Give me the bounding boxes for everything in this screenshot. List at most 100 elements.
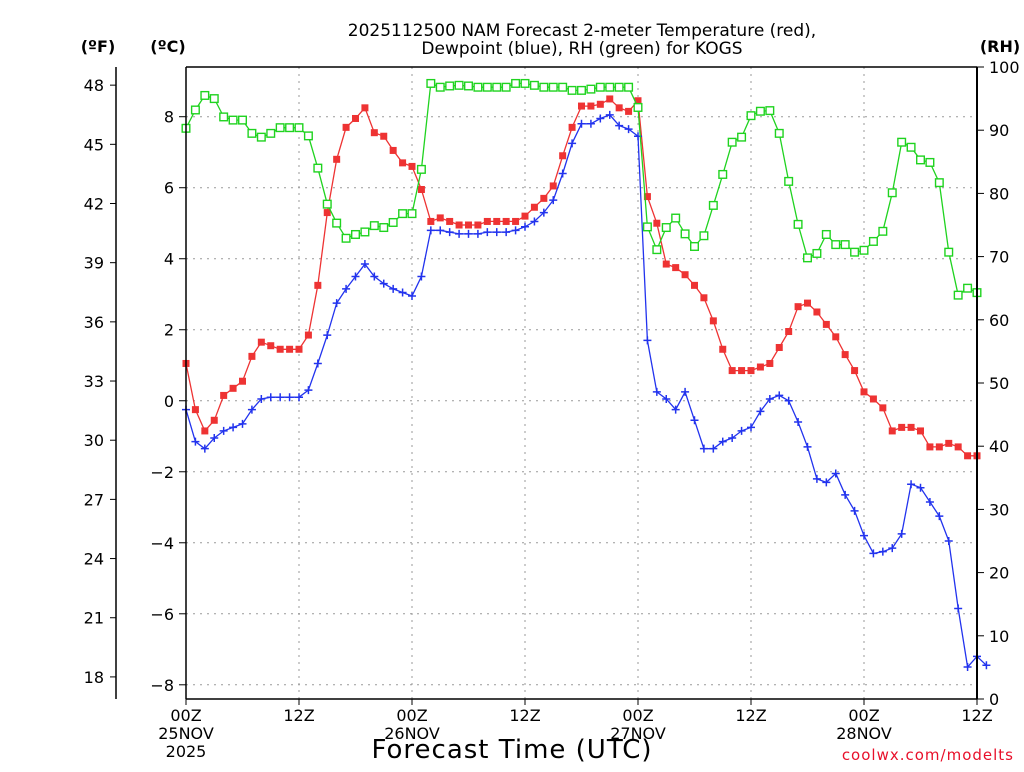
rh-point: [906, 142, 916, 152]
2-meter-temperature-point: [493, 217, 501, 225]
2-meter-temperature-point: [201, 427, 209, 435]
celsius-tick-label: 6: [164, 179, 174, 198]
dewpoint-point: [426, 226, 435, 235]
x-tick-label: 12Z: [283, 706, 314, 725]
rh-point: [868, 236, 878, 246]
rh-point: [840, 240, 850, 250]
chart-title-line: 2025112500 NAM Forecast 2-meter Temperat…: [348, 21, 816, 41]
rh-point: [529, 80, 539, 90]
rh-point: [548, 82, 558, 92]
dewpoint-point: [210, 434, 219, 443]
rh-point: [416, 164, 426, 174]
2-meter-temperature-point: [917, 427, 924, 435]
2-meter-temperature-point: [361, 104, 369, 112]
rh-point: [944, 247, 954, 257]
dewpoint-point: [445, 228, 454, 237]
2-meter-temperature-point: [662, 260, 670, 268]
celsius-tick-label: 8: [164, 108, 174, 127]
dewpoint-point: [888, 544, 897, 553]
2-meter-temperature-point: [474, 221, 482, 229]
rh-point: [774, 128, 784, 138]
2-meter-temperature-point: [427, 217, 435, 225]
rh-tick-label: 40: [989, 437, 1009, 456]
rh-point: [454, 80, 464, 90]
rh-point: [256, 132, 266, 142]
dewpoint-point: [436, 226, 445, 235]
rh-point: [190, 105, 200, 115]
dewpoint-point: [662, 394, 671, 403]
rh-point: [652, 245, 662, 255]
rh-point: [887, 188, 897, 198]
celsius-tick-label: 0: [164, 392, 174, 411]
2-meter-temperature-point: [530, 203, 538, 211]
rh-point: [369, 221, 379, 231]
rh-point: [388, 217, 398, 227]
dewpoint-point: [360, 260, 369, 269]
dewpoint-point: [568, 139, 577, 148]
rh-point: [605, 82, 615, 92]
dewpoint-point: [351, 272, 360, 281]
2-meter-temperature-point: [568, 123, 576, 131]
rh-point: [209, 94, 219, 104]
2-meter-temperature-point: [239, 377, 246, 385]
2-meter-temperature-point: [709, 317, 717, 325]
dewpoint-point: [596, 114, 605, 123]
rh-point: [586, 84, 596, 94]
2-meter-temperature-point: [738, 367, 746, 375]
celsius-tick-label: 2: [164, 321, 174, 340]
dewpoint-point: [530, 217, 539, 226]
x-tick-label: 12Z: [509, 706, 540, 725]
rh-point: [934, 178, 944, 188]
dewpoint-point: [794, 418, 803, 427]
fahrenheit-tick-label: 42: [84, 194, 104, 213]
text-layer: (ºF) (ºC) (RH) 2025112500 NAM Forecast 2-me…: [81, 21, 1020, 765]
2-meter-temperature-point: [342, 123, 350, 131]
fahrenheit-tick-label: 24: [84, 550, 104, 569]
rh-point: [520, 78, 530, 88]
dewpoint-point: [803, 442, 812, 451]
fahrenheit-tick-label: 21: [84, 609, 104, 628]
2-meter-temperature-point: [229, 384, 237, 392]
rh-point: [473, 82, 483, 92]
dewpoint-point: [389, 284, 398, 293]
rh-point: [671, 213, 681, 223]
2-meter-temperature-point: [794, 303, 802, 311]
x-tick-label: 28NOV: [836, 724, 892, 743]
2-meter-temperature-point: [785, 328, 793, 336]
fahrenheit-tick-label: 45: [84, 135, 104, 154]
rh-tick-label: 30: [989, 500, 1009, 519]
2-meter-temperature-point: [578, 102, 585, 110]
rh-point: [332, 218, 342, 228]
rh-point: [492, 82, 502, 92]
2-meter-temperature-point: [606, 95, 614, 103]
dewpoint-point: [624, 125, 633, 134]
2-meter-temperature-point: [587, 102, 595, 110]
dewpoint-point: [370, 272, 379, 281]
rh-point: [247, 128, 257, 138]
2-meter-temperature-point: [483, 217, 491, 225]
2-meter-temperature-point: [267, 342, 275, 350]
dewpoint-point: [737, 426, 746, 435]
2-meter-temperature-point: [512, 217, 520, 225]
2-meter-temperature-point: [399, 159, 407, 167]
2-meter-temperature-point: [841, 351, 849, 359]
dewpoint-point: [982, 661, 991, 670]
2-meter-temperature-point: [653, 219, 661, 227]
dewpoint-point: [577, 119, 586, 128]
2-meter-temperature-point: [549, 182, 557, 190]
rh-tick-label: 100: [989, 58, 1020, 77]
dewpoint-point: [822, 478, 831, 487]
x-tick-label: 27NOV: [610, 724, 666, 743]
2-meter-temperature-point: [860, 388, 868, 396]
rh-point: [407, 209, 417, 219]
dewpoint-point: [944, 537, 953, 545]
dewpoint-point: [191, 437, 200, 446]
2-meter-temperature-point: [634, 97, 642, 105]
dewpoint-point: [869, 549, 878, 558]
rh-tick-label: 50: [989, 374, 1009, 393]
dewpoint-point: [775, 391, 784, 400]
rh-point: [464, 81, 474, 91]
rh-point: [812, 248, 822, 258]
x-tick-label: 25NOV: [158, 724, 214, 743]
x-tick-label: 12Z: [735, 706, 766, 725]
